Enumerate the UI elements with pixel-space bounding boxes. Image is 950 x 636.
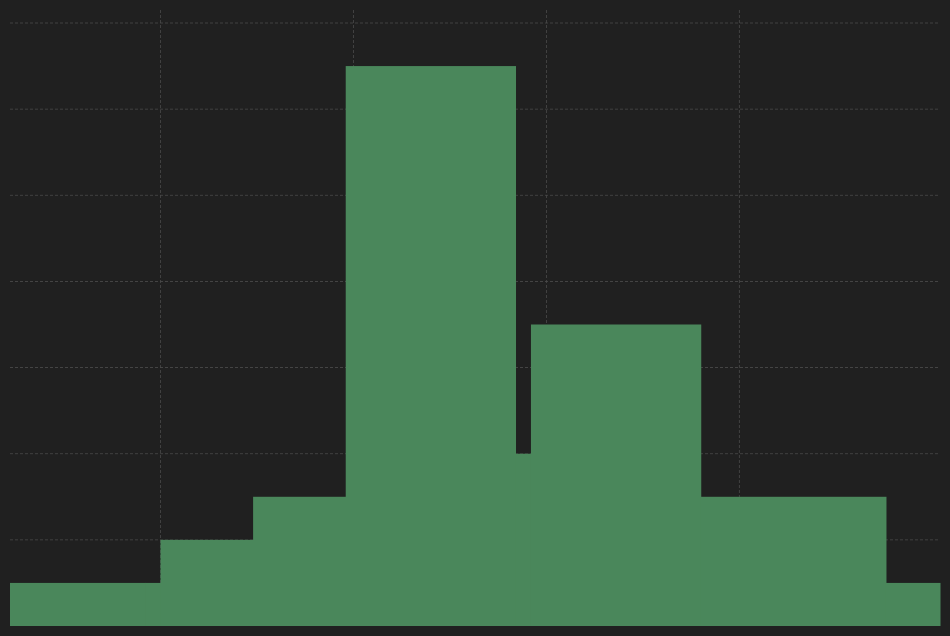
area-step-8: [886, 583, 941, 626]
area-step-3: [253, 497, 346, 626]
area-step-0: [10, 583, 146, 626]
area-step-7: [701, 497, 887, 626]
area-step-2: [160, 540, 253, 626]
area-step-4: [346, 66, 516, 626]
area-step-5: [516, 454, 532, 626]
area-step-1: [145, 583, 161, 626]
area-step-6: [531, 325, 701, 627]
